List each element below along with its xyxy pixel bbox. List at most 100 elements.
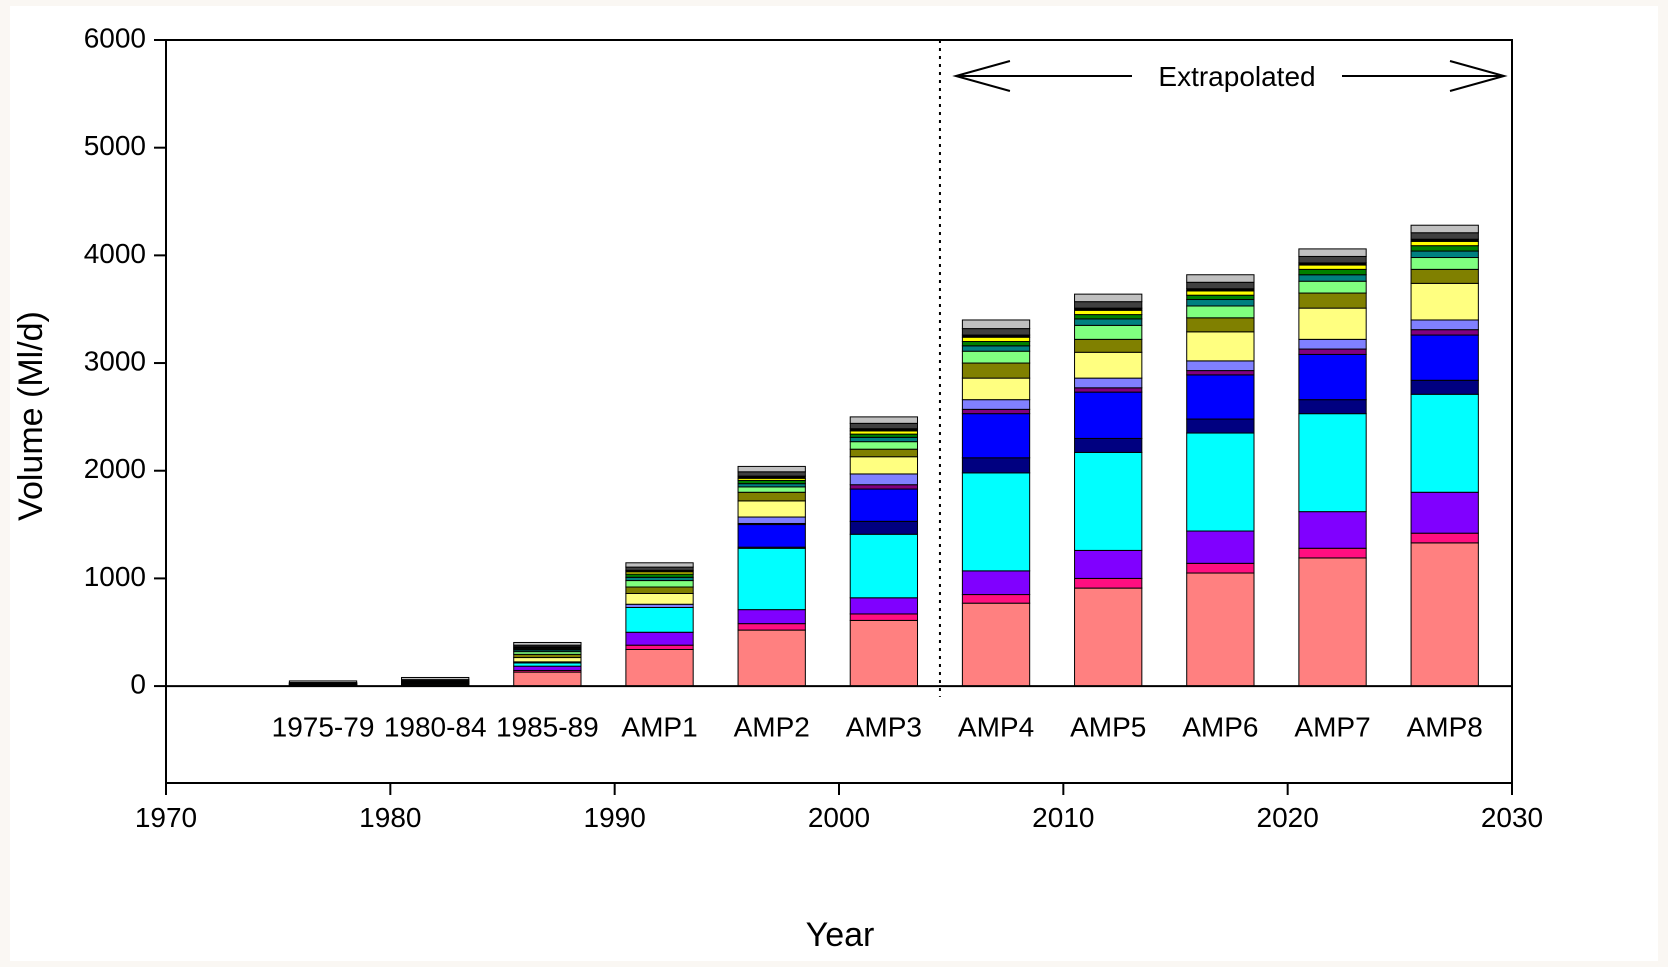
category-label: AMP2 xyxy=(734,712,810,743)
bar-segment xyxy=(625,592,694,605)
bar-segment xyxy=(1186,294,1255,301)
bar-segment xyxy=(1298,264,1367,270)
bar-segment xyxy=(849,436,919,443)
bar-segment xyxy=(737,486,806,493)
bar-segment xyxy=(961,399,1031,410)
bar-segment xyxy=(401,676,470,681)
bar-segment xyxy=(1298,255,1367,264)
category-label: AMP8 xyxy=(1407,712,1483,743)
bar-segment xyxy=(849,484,919,490)
bar-segment xyxy=(513,641,582,646)
stacked-bar-chart: 1975-79 1980-84 1985-89 AMP1 AMP2 AMP3 AMP4 AMP… xyxy=(12,22,1543,954)
chart-container: 1975-79 1980-84 1985-89 AMP1 AMP2 AMP3 AMP4 AMP… xyxy=(10,6,1658,961)
bar-segment xyxy=(513,671,582,687)
bar-segment xyxy=(1074,549,1143,579)
category-label: AMP5 xyxy=(1070,712,1146,743)
bar-segment xyxy=(849,533,919,599)
bar-segment xyxy=(1074,387,1143,393)
x-tick-label: 1970 xyxy=(135,802,197,833)
bar-segment xyxy=(513,665,582,671)
bar-segment xyxy=(625,648,694,687)
y-tick-label: 0 xyxy=(130,668,146,699)
bar-segment xyxy=(849,473,919,486)
x-axis-title: Year xyxy=(806,916,875,954)
bar-segment xyxy=(961,413,1031,459)
left-arrow-head xyxy=(952,60,1011,92)
bar-segment xyxy=(1186,374,1255,420)
overlay-layer: 1975-79 1980-84 1985-89 AMP1 AMP2 AMP3 AMP4 AMP… xyxy=(84,22,1543,833)
bar-segment xyxy=(1298,413,1367,513)
category-label: 1980-84 xyxy=(384,712,487,743)
bar-segment xyxy=(1298,280,1367,294)
bar-segment xyxy=(625,586,694,594)
bar-segment xyxy=(1074,587,1143,687)
bar-segment xyxy=(849,422,919,430)
category-label: AMP4 xyxy=(958,712,1034,743)
bar-segment xyxy=(1410,232,1479,240)
bar-segment xyxy=(961,362,1031,379)
bar-segment xyxy=(961,570,1031,596)
bar-segment xyxy=(961,408,1031,415)
bar-segment xyxy=(1074,351,1143,379)
bar-segment xyxy=(1074,318,1143,326)
bars-layer xyxy=(288,224,1479,687)
extrapolated-annotation: Extrapolated xyxy=(1158,61,1315,92)
bar-segment xyxy=(1074,338,1143,353)
bar-segment xyxy=(1298,557,1367,687)
bar-segment xyxy=(737,524,806,548)
category-label: 1985-89 xyxy=(496,712,599,743)
bar-segment xyxy=(1410,542,1479,687)
bar-segment xyxy=(1410,491,1479,534)
bar-segment xyxy=(1298,348,1367,355)
bar-segment xyxy=(1410,224,1479,234)
bar-segment xyxy=(1186,418,1255,434)
bar-segment xyxy=(625,606,694,633)
bar-segment xyxy=(1186,281,1255,290)
bar-segment xyxy=(961,472,1031,572)
bar-segment xyxy=(961,341,1031,347)
y-tick-label: 6000 xyxy=(84,22,146,53)
bar-segment xyxy=(1186,317,1255,333)
bar-segment xyxy=(1074,377,1143,389)
bar-segment xyxy=(1410,319,1479,331)
bar-segment xyxy=(1186,299,1255,307)
bar-segment xyxy=(849,520,919,535)
bar-segment xyxy=(1410,245,1479,252)
y-tick-label: 5000 xyxy=(84,130,146,161)
bar-segment xyxy=(625,631,694,646)
category-label: AMP6 xyxy=(1182,712,1258,743)
bar-segment xyxy=(849,488,919,522)
bar-segment xyxy=(1074,301,1143,309)
x-tick-label: 2000 xyxy=(808,802,870,833)
bar-segment xyxy=(1186,432,1255,532)
bar-segment xyxy=(849,613,919,621)
bar-segment xyxy=(1074,437,1143,453)
category-label: AMP3 xyxy=(846,712,922,743)
y-tick-label: 1000 xyxy=(84,561,146,592)
category-label: AMP7 xyxy=(1294,712,1370,743)
bar-segment xyxy=(737,465,806,473)
bar-segment xyxy=(1186,290,1255,296)
bar-segment xyxy=(1410,268,1479,284)
bar-segment xyxy=(961,377,1031,401)
bar-segment xyxy=(1410,393,1479,493)
bar-segment xyxy=(1410,379,1479,395)
bar-segment xyxy=(1074,314,1143,320)
bar-segment xyxy=(1186,274,1255,283)
bar-segment xyxy=(513,657,582,663)
bar-segment xyxy=(1074,309,1143,316)
bar-segment xyxy=(961,328,1031,336)
bar-segment xyxy=(625,580,694,588)
y-tick-label: 3000 xyxy=(84,345,146,376)
bar-segment xyxy=(737,471,806,477)
bar-segment xyxy=(1074,293,1143,303)
bar-segment xyxy=(737,623,806,631)
bar-segment xyxy=(961,594,1031,604)
bar-segment xyxy=(1410,334,1479,381)
bar-segment xyxy=(1410,257,1479,270)
bar-segment xyxy=(1186,572,1255,687)
bar-segment xyxy=(961,336,1031,343)
bar-segment xyxy=(737,500,806,518)
bar-segment xyxy=(737,491,806,502)
bar-segment xyxy=(1186,331,1255,362)
